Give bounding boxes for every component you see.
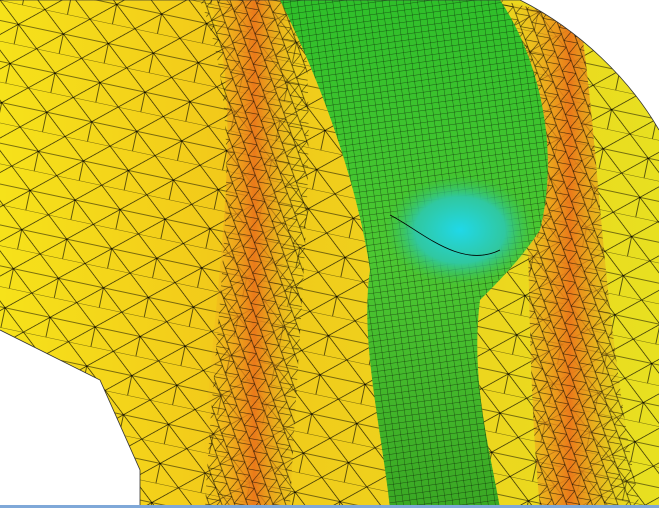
deep-spot: [385, 175, 535, 285]
channel-edge: [389, 214, 501, 256]
bottom-border: [0, 505, 659, 508]
left-ridge-mesh: [200, 0, 309, 508]
